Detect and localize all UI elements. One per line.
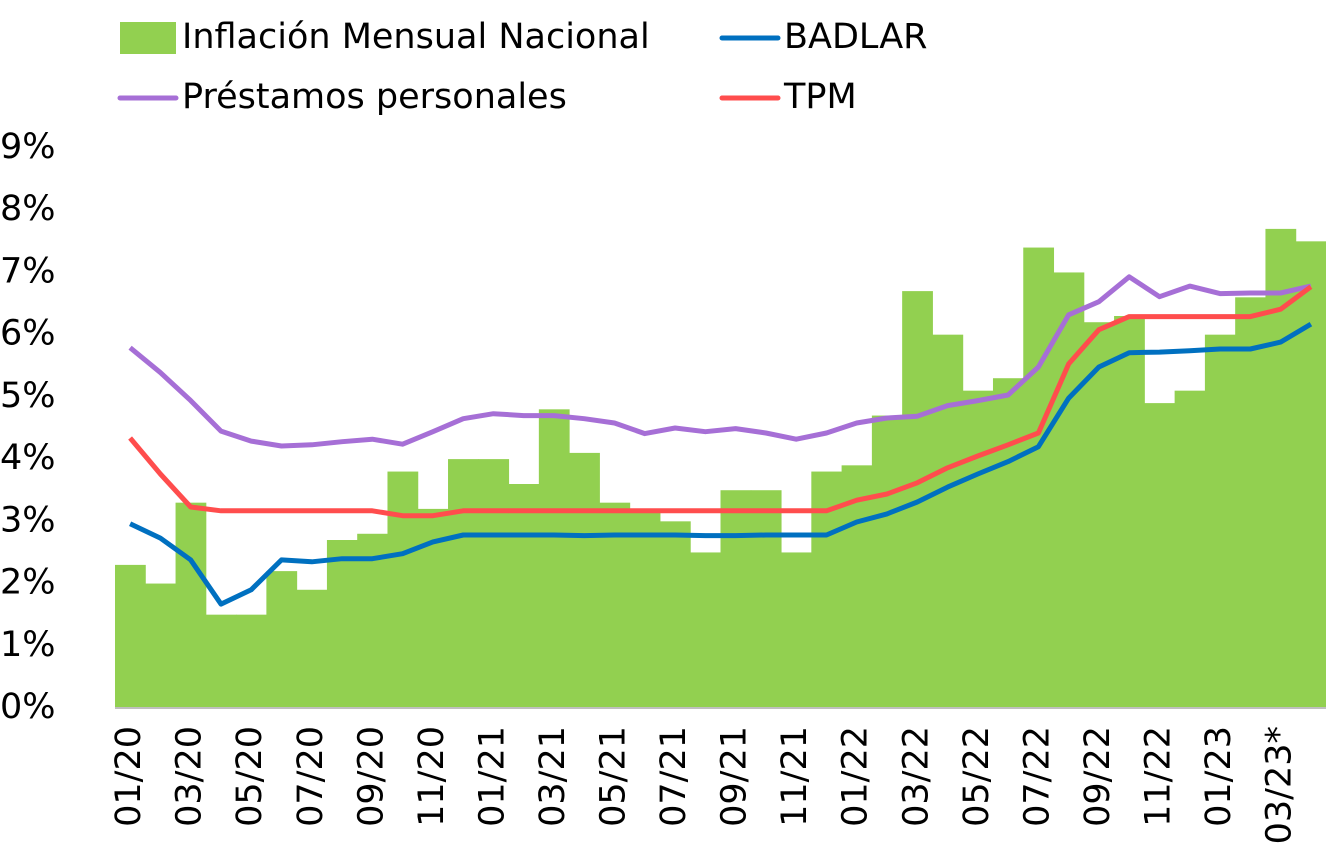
legend-swatch [120, 22, 176, 54]
legend-label: Inflación Mensual Nacional [182, 17, 650, 57]
legend-label: Préstamos personales [182, 77, 567, 117]
bar [659, 521, 691, 708]
x-tick-label: 09/22 [1078, 726, 1118, 827]
bar [236, 614, 267, 708]
bar [387, 471, 419, 708]
bar [1295, 241, 1326, 709]
x-tick-label: 05/21 [594, 726, 634, 827]
x-tick-label: 05/20 [230, 726, 270, 827]
bar [296, 589, 328, 708]
x-tick-label: 01/22 [836, 726, 876, 827]
x-tick-label: 09/20 [351, 726, 391, 827]
x-tick-label: 03/22 [896, 726, 936, 827]
bar [1144, 403, 1176, 708]
bar [992, 378, 1024, 708]
bar [720, 490, 752, 708]
bar [1114, 316, 1145, 708]
x-tick-label: 11/21 [775, 726, 815, 827]
x-tick-label: 11/22 [1138, 726, 1178, 827]
bar [1174, 390, 1206, 708]
y-tick-label: 4% [0, 438, 56, 478]
y-tick-label: 8% [0, 189, 56, 229]
y-tick-label: 5% [0, 376, 56, 416]
x-tick-label: 07/20 [291, 726, 331, 827]
x-tick-label: 07/21 [654, 726, 694, 827]
x-tick-label: 03/20 [170, 726, 210, 827]
bar [1083, 322, 1115, 708]
y-tick-label: 0% [0, 687, 56, 727]
x-tick-label: 07/22 [1017, 726, 1057, 827]
bar [1235, 297, 1266, 708]
y-tick-label: 1% [0, 625, 56, 665]
y-tick-label: 3% [0, 500, 56, 540]
x-tick-label: 01/20 [109, 726, 149, 827]
line [129, 321, 1313, 607]
bar [629, 508, 661, 708]
x-tick-label: 01/23 [1199, 726, 1239, 827]
bar [962, 390, 994, 708]
y-tick-label: 6% [0, 314, 56, 354]
bar [690, 552, 721, 708]
x-tick-label: 03/21 [533, 726, 573, 827]
bar [205, 614, 237, 708]
bar [266, 571, 298, 708]
bar [478, 459, 510, 708]
line [128, 274, 1312, 449]
x-tick-label: 09/21 [715, 726, 755, 827]
bar [569, 452, 600, 708]
legend-label: BADLAR [784, 17, 927, 57]
y-tick-label: 7% [0, 251, 56, 291]
bar [932, 334, 964, 708]
bar [1023, 247, 1055, 709]
bar [145, 583, 177, 708]
x-tick-label: 11/20 [412, 726, 452, 827]
bar [115, 564, 146, 708]
bar [750, 490, 782, 708]
bar [175, 502, 207, 708]
bar [781, 552, 812, 708]
bar [871, 415, 903, 708]
bar [538, 409, 570, 708]
y-tick-label: 9% [0, 127, 56, 167]
bar [448, 459, 479, 708]
x-tick-label: 01/21 [472, 726, 512, 827]
y-tick-label: 2% [0, 563, 56, 603]
bar [326, 540, 358, 708]
line [128, 284, 1313, 519]
bar [508, 484, 540, 708]
x-tick-label: 05/22 [957, 726, 997, 827]
bar [1053, 272, 1085, 708]
legend-label: TPM [783, 77, 857, 117]
x-tick-label: 03/23* [1260, 726, 1300, 844]
bar [357, 533, 388, 708]
bar [1204, 334, 1236, 708]
